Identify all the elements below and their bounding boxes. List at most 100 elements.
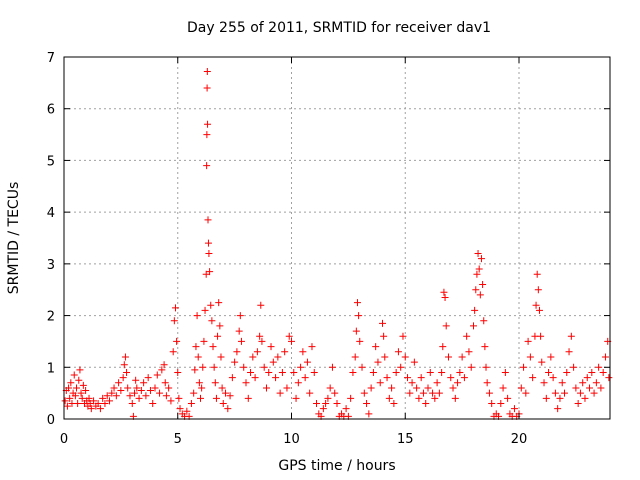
data-point xyxy=(558,379,566,387)
data-point xyxy=(191,366,199,374)
plot-frame xyxy=(63,56,611,420)
y-tick-label: 1 xyxy=(47,361,55,376)
data-point xyxy=(451,394,459,402)
data-point xyxy=(204,239,212,247)
y-axis-title: SRMTID / TECUs xyxy=(6,182,22,295)
data-point xyxy=(70,371,78,379)
data-point xyxy=(526,353,534,361)
data-point xyxy=(192,343,200,351)
data-point xyxy=(349,368,357,376)
data-point xyxy=(197,394,204,402)
data-point xyxy=(380,332,388,340)
data-point xyxy=(294,379,302,387)
data-point xyxy=(426,368,434,376)
data-point xyxy=(204,120,212,128)
data-point xyxy=(388,384,396,392)
data-point xyxy=(529,374,537,382)
data-point xyxy=(209,343,217,351)
data-point xyxy=(353,299,361,307)
data-point xyxy=(167,397,175,405)
data-point xyxy=(365,410,373,418)
data-point xyxy=(65,384,73,392)
x-tick-label: 15 xyxy=(397,432,414,447)
data-point xyxy=(153,371,161,379)
data-point xyxy=(479,281,487,289)
data-point xyxy=(66,394,74,402)
data-point xyxy=(331,389,339,397)
data-point xyxy=(460,374,468,382)
data-point xyxy=(356,337,364,345)
data-point xyxy=(190,389,198,397)
data-point xyxy=(132,376,140,384)
data-point xyxy=(175,394,183,402)
data-point xyxy=(82,387,90,395)
data-point xyxy=(488,399,496,407)
data-point xyxy=(480,317,488,325)
data-point xyxy=(592,379,600,387)
data-point xyxy=(590,389,598,397)
data-point xyxy=(383,374,391,382)
data-point xyxy=(439,343,447,351)
x-tick-label: 0 xyxy=(60,432,68,447)
data-point xyxy=(545,368,553,376)
data-point xyxy=(265,368,273,376)
data-point xyxy=(106,397,113,405)
data-point xyxy=(193,312,201,320)
data-point xyxy=(281,348,289,356)
data-point xyxy=(369,368,377,376)
data-point xyxy=(156,389,164,397)
data-point xyxy=(454,379,462,387)
data-point xyxy=(208,317,216,325)
data-point xyxy=(198,384,206,392)
data-point xyxy=(352,327,360,335)
data-point xyxy=(203,67,211,75)
data-point xyxy=(306,389,314,397)
data-point xyxy=(326,384,334,392)
x-tick-label: 20 xyxy=(511,432,528,447)
data-point xyxy=(537,332,545,340)
data-point xyxy=(206,268,214,276)
data-point xyxy=(204,216,212,224)
data-point xyxy=(447,374,455,382)
data-point xyxy=(288,337,295,345)
data-point xyxy=(476,291,484,299)
data-point xyxy=(322,399,330,407)
data-point xyxy=(214,332,222,340)
data-point xyxy=(533,270,541,278)
data-point xyxy=(497,399,505,407)
data-point xyxy=(137,387,145,395)
x-tick-label: 10 xyxy=(283,432,300,447)
data-point xyxy=(76,366,84,374)
data-point xyxy=(112,392,120,400)
data-point xyxy=(413,384,421,392)
data-point xyxy=(576,389,584,397)
data-point xyxy=(563,368,571,376)
data-point xyxy=(351,353,359,361)
data-point xyxy=(231,358,239,366)
data-point xyxy=(212,394,220,402)
data-point xyxy=(235,327,243,335)
data-point xyxy=(236,312,244,320)
data-point xyxy=(551,389,559,397)
data-point xyxy=(599,368,607,376)
data-point xyxy=(201,306,209,314)
data-point xyxy=(67,379,75,387)
data-point xyxy=(128,399,136,407)
data-point xyxy=(207,301,215,309)
y-tick-label: 2 xyxy=(47,310,55,325)
data-point xyxy=(257,301,265,309)
data-point xyxy=(61,397,69,405)
data-point xyxy=(570,363,578,371)
data-point xyxy=(579,379,587,387)
data-point xyxy=(161,379,169,387)
data-point xyxy=(499,384,507,392)
data-point xyxy=(260,363,268,371)
data-point xyxy=(285,332,293,340)
data-point xyxy=(390,399,398,407)
data-point xyxy=(440,288,448,296)
data-point xyxy=(79,381,87,389)
data-point xyxy=(203,162,211,170)
data-point xyxy=(75,376,83,384)
data-point xyxy=(328,363,336,371)
